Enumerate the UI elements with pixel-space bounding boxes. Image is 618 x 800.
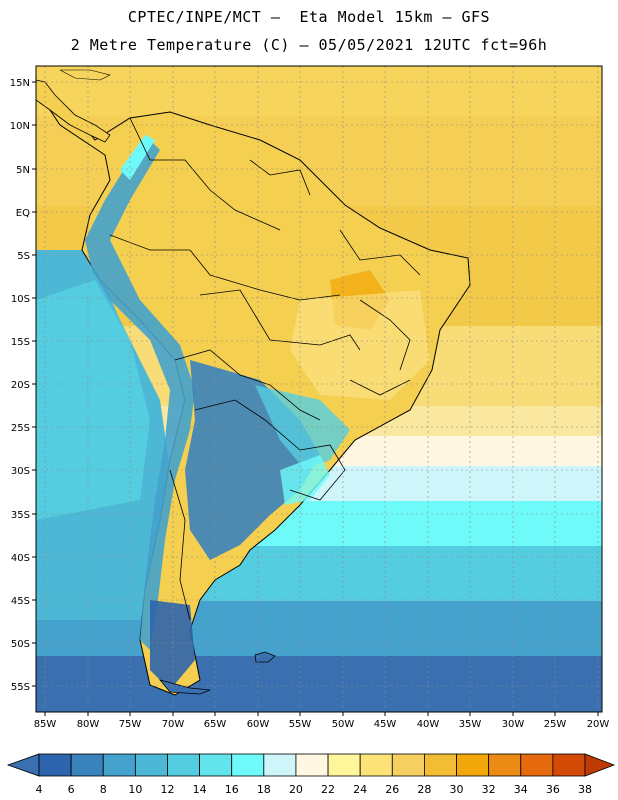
lon-label: 20W xyxy=(587,719,610,730)
colorbar-label: 32 xyxy=(482,783,496,796)
colorbar-label: 20 xyxy=(289,783,303,796)
colorbar-swatch xyxy=(327,753,361,777)
colorbar-arrow-left xyxy=(6,753,40,777)
lon-label: 25W xyxy=(544,719,567,730)
lon-label: 70W xyxy=(162,719,185,730)
lon-label: 85W xyxy=(34,719,57,730)
colorbar-swatch xyxy=(488,753,522,777)
lon-label: 35W xyxy=(459,719,482,730)
lat-label: EQ xyxy=(16,208,30,219)
colorbar-swatch xyxy=(424,753,457,777)
lon-label: 30W xyxy=(502,719,525,730)
colorbar-label: 34 xyxy=(514,783,528,796)
colorbar-swatch xyxy=(134,753,168,777)
lat-label: 5S xyxy=(17,251,30,262)
lon-label: 50W xyxy=(332,719,355,730)
lon-labels: 85W 80W 75W 70W 65W 60W 55W 50W 45W 40W … xyxy=(34,719,610,730)
lat-labels: 15N 10N 5N EQ 5S 10S 15S 20S 25S 30S 35S… xyxy=(10,78,30,693)
colorbar-label: 14 xyxy=(193,783,207,796)
colorbar: 4 6 8 10 12 14 16 18 20 22 24 26 28 30 32 34 36 38 xyxy=(6,753,616,796)
lat-label: 45S xyxy=(11,596,30,607)
lat-label: 20S xyxy=(11,380,30,391)
colorbar-swatch xyxy=(295,753,329,777)
colorbar-label: 28 xyxy=(417,783,431,796)
colorbar-swatch xyxy=(391,753,425,777)
lon-label: 65W xyxy=(204,719,227,730)
colorbar-arrow-right xyxy=(584,753,616,777)
lat-label: 25S xyxy=(11,423,30,434)
lat-label: 40S xyxy=(11,553,30,564)
colorbar-swatch xyxy=(167,753,200,777)
colorbar-swatch xyxy=(199,753,233,777)
lat-label: 15S xyxy=(11,337,30,348)
colorbar-swatch xyxy=(520,753,554,777)
lon-label: 45W xyxy=(374,719,397,730)
map-gridlines xyxy=(36,66,602,712)
map-title-line1: CPTEC/INPE/MCT – Eta Model 15km – GFS xyxy=(127,8,491,26)
colorbar-label: 18 xyxy=(257,783,271,796)
colorbar-swatch xyxy=(456,753,490,777)
colorbar-label: 24 xyxy=(353,783,367,796)
colorbar-swatch xyxy=(102,753,136,777)
colorbar-label: 12 xyxy=(160,783,174,796)
colorbar-swatch xyxy=(359,753,393,777)
map-title-line2: 2 Metre Temperature (C) – 05/05/2021 12U… xyxy=(70,36,548,54)
colorbar-label: 38 xyxy=(578,783,592,796)
colorbar-swatch xyxy=(38,753,72,777)
temperature-field xyxy=(36,66,602,712)
colorbar-label: 26 xyxy=(385,783,399,796)
lon-ticks xyxy=(44,712,599,716)
colorbar-swatch xyxy=(231,753,265,777)
colorbar-label: 4 xyxy=(36,783,43,796)
lat-label: 15N xyxy=(10,78,30,89)
colorbar-label: 8 xyxy=(100,783,107,796)
lon-label: 40W xyxy=(417,719,440,730)
colorbar-label: 22 xyxy=(321,783,335,796)
country-borders xyxy=(109,117,421,621)
map-frame xyxy=(35,65,603,713)
lat-label: 10N xyxy=(10,121,30,132)
colorbar-label: 16 xyxy=(225,783,239,796)
lat-ticks xyxy=(32,81,36,687)
lon-label: 80W xyxy=(77,719,100,730)
colorbar-label: 6 xyxy=(68,783,75,796)
lon-label: 60W xyxy=(247,719,270,730)
lon-label: 75W xyxy=(119,719,142,730)
colorbar-swatch xyxy=(552,753,586,777)
colorbar-swatch xyxy=(70,753,104,777)
lat-label: 55S xyxy=(11,682,30,693)
lon-label: 55W xyxy=(289,719,312,730)
colorbar-swatch xyxy=(263,753,297,777)
lat-label: 50S xyxy=(11,639,30,650)
colorbar-label: 36 xyxy=(546,783,560,796)
lat-label: 5N xyxy=(16,165,30,176)
lat-label: 30S xyxy=(11,466,30,477)
lat-label: 35S xyxy=(11,510,30,521)
lat-label: 10S xyxy=(11,294,30,305)
colorbar-label: 30 xyxy=(450,783,464,796)
colorbar-label: 10 xyxy=(128,783,142,796)
